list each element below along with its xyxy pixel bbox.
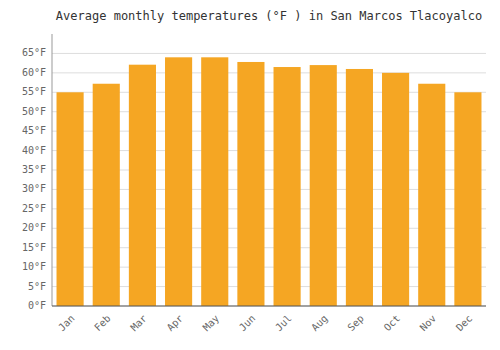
x-tick-label: Sep — [345, 313, 366, 334]
y-tick-label: 60°F — [22, 67, 46, 78]
grid-line — [52, 53, 486, 54]
bar — [310, 65, 337, 306]
y-tick-label: 20°F — [22, 222, 46, 233]
y-tick-label: 65°F — [22, 47, 46, 58]
x-tick-label: Dec — [454, 313, 475, 334]
grid — [52, 53, 486, 306]
y-tick-labels: 0°F 5°F 10°F 15°F 20°F 25°F 30°F 35°F 40°F 45°F 50… — [22, 47, 46, 311]
y-tick-label: 10°F — [22, 261, 46, 272]
x-tick-label: Apr — [165, 313, 186, 334]
y-tick-label: 30°F — [22, 183, 46, 194]
y-tick-label: 40°F — [22, 145, 46, 156]
title: Average monthly temperatures (°F ) in Sa… — [56, 9, 482, 23]
y-tick-label: 15°F — [22, 242, 46, 253]
bar — [57, 92, 84, 306]
x-tick-labels: Jan Feb Mar Apr May Jun Jul Aug Sep Oct Nov Dec — [56, 313, 474, 334]
x-tick-label: Nov — [418, 313, 439, 334]
y-tick-label: 0°F — [28, 300, 46, 311]
y-tick-label: 45°F — [22, 125, 46, 136]
y-tick-label: 35°F — [22, 164, 46, 175]
bars — [57, 57, 482, 306]
y-tick-label: 5°F — [28, 281, 46, 292]
x-tick-label: May — [201, 313, 222, 334]
x-tick-label: Jun — [237, 313, 258, 334]
bar — [274, 67, 301, 306]
x-tick-label: Jan — [56, 313, 77, 334]
x-tick-label: Mar — [128, 313, 149, 334]
bar — [201, 57, 228, 306]
chart: Average monthly temperatures (°F ) in Sa… — [0, 0, 500, 350]
bar — [237, 62, 264, 306]
x-tick-label: Aug — [309, 313, 330, 334]
bar — [454, 92, 481, 306]
y-tick-label: 55°F — [22, 86, 46, 97]
bar — [93, 84, 120, 306]
y-tick-label: 25°F — [22, 203, 46, 214]
y-tick-label: 50°F — [22, 106, 46, 117]
bar — [129, 65, 156, 306]
x-tick-label: Jul — [273, 313, 294, 334]
bar — [165, 57, 192, 306]
grid-line — [52, 306, 486, 307]
y-axis-line — [52, 34, 53, 306]
grid-line — [52, 72, 486, 73]
bar — [418, 84, 445, 306]
x-tick-label: Feb — [92, 313, 113, 334]
bar — [346, 69, 373, 306]
x-axis-line — [52, 306, 486, 307]
bar — [382, 73, 409, 306]
x-tick-label: Oct — [382, 313, 403, 334]
